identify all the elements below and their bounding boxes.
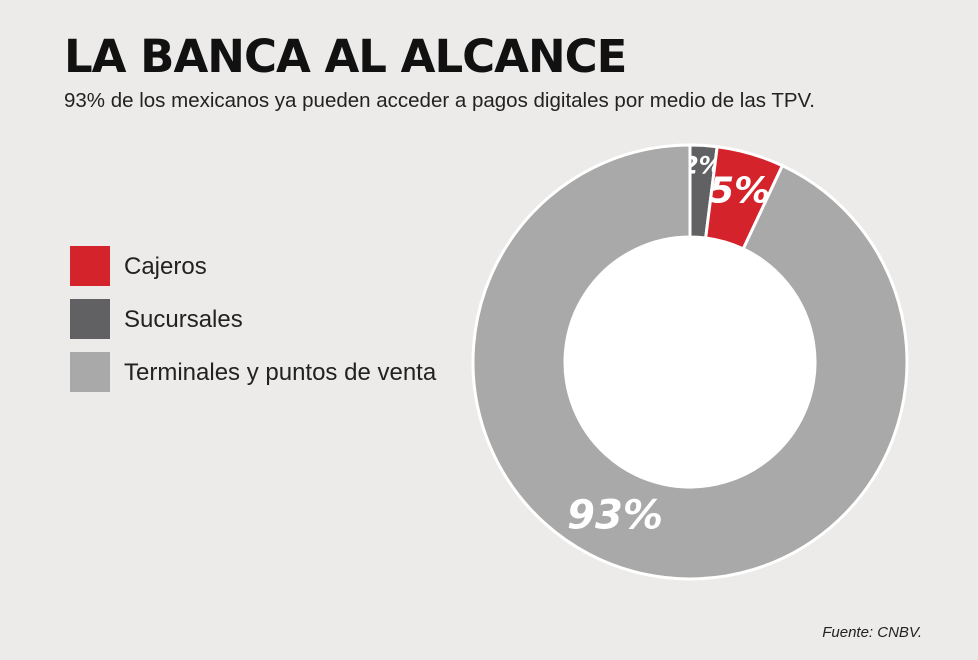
- chart-subtitle: 93% de los mexicanos ya pueden acceder a…: [64, 89, 816, 112]
- slice-label-terminales: 93%: [567, 493, 663, 539]
- legend-label-sucursales: Sucursales: [124, 306, 243, 333]
- slice-label-cajeros: 5%: [709, 171, 770, 212]
- donut-slice-terminales: [471, 143, 909, 581]
- donut-hole: [566, 238, 814, 486]
- chart-title: LA BANCA AL ALCANCE: [64, 30, 627, 83]
- legend-label-cajeros: Cajeros: [124, 253, 207, 280]
- legend-swatch-sucursales: [70, 299, 110, 339]
- legend-swatch-terminales: [70, 352, 110, 392]
- source-note: Fuente: CNBV.: [822, 624, 922, 641]
- legend-label-terminales: Terminales y puntos de venta: [124, 359, 437, 386]
- legend-swatch-cajeros: [70, 246, 110, 286]
